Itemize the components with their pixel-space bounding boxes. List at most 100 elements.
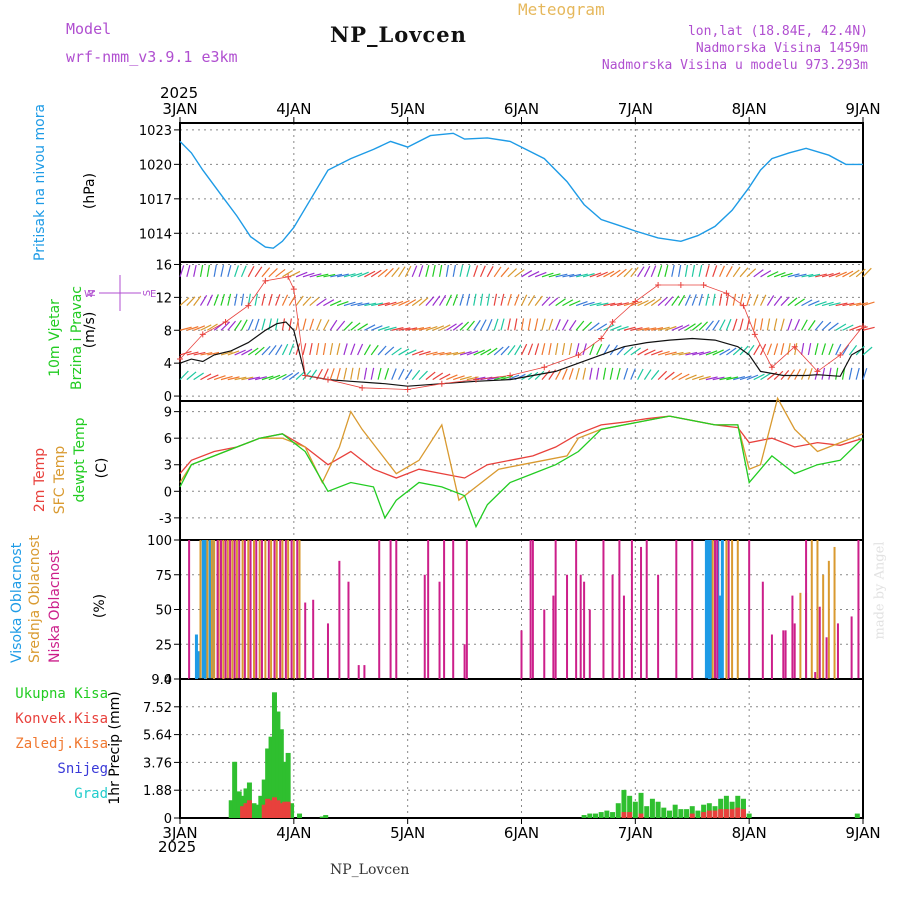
wind-arrow: [548, 297, 559, 307]
cloud-bar: [816, 540, 819, 679]
wind-arrow: [746, 318, 750, 331]
wind-arrow: [186, 265, 191, 277]
wind-arrow: [425, 265, 430, 277]
wind-arrow: [746, 268, 757, 278]
precip-bar: [621, 812, 627, 818]
wind-arrow: [432, 295, 441, 306]
wind-arrow: [651, 350, 663, 356]
precip-bar: [610, 812, 616, 818]
cloud-bar: [226, 540, 229, 679]
wind-arrow: [322, 319, 330, 331]
cloud-bar: [255, 540, 258, 679]
precip-bar: [271, 692, 277, 818]
wind-arrow: [719, 376, 732, 381]
wind-arrow: [726, 376, 739, 381]
wind-arrow: [664, 351, 677, 356]
cloud-bar: [284, 540, 287, 679]
precip-legend-snow: Snijeg: [57, 761, 108, 777]
wind-arrow: [814, 301, 827, 307]
wind-arrow: [199, 294, 208, 306]
precip-bar: [621, 789, 627, 818]
wind-arrow: [329, 343, 334, 356]
cloud-bar: [711, 540, 714, 679]
y-tick-label: 7.52: [143, 701, 172, 716]
wind-arrow: [807, 320, 816, 331]
wind-arrow: [363, 344, 371, 356]
wind-arrow: [356, 367, 361, 380]
wind-arrow: [377, 367, 382, 380]
wind-arrow: [288, 371, 300, 381]
wind-arrow: [500, 267, 510, 278]
wind-arrow: [637, 266, 645, 278]
cloud-bar: [233, 540, 236, 679]
wind-arrow: [719, 319, 726, 331]
wind-arrow: [514, 294, 520, 306]
cloud-bar: [238, 540, 241, 679]
cloud-bar: [208, 540, 212, 679]
cloud-bar: [197, 651, 201, 679]
wind-arrow: [575, 367, 580, 380]
wind-arrow: [569, 273, 582, 278]
cloud-bar: [529, 540, 532, 679]
wind-arrow: [295, 370, 306, 381]
cloud-bar: [281, 540, 284, 679]
wind-arrow: [309, 318, 315, 331]
cloud-bar: [602, 540, 605, 679]
wind-arrow: [240, 293, 245, 306]
wind-arrow: [473, 319, 481, 331]
precip-bar: [297, 813, 303, 818]
wind-arrow: [377, 345, 387, 356]
wind-arrow: [391, 300, 404, 307]
wind-arrow: [247, 318, 254, 331]
wind-arrow: [459, 351, 472, 356]
cloud-bar: [222, 540, 225, 679]
wind-arrow: [603, 302, 616, 307]
wind-arrow: [718, 293, 723, 306]
wind-arrow: [780, 343, 785, 356]
wind-arrow: [371, 325, 383, 331]
x-tick-label-bottom: 3JAN: [162, 824, 197, 842]
wind-arrow: [842, 302, 855, 307]
wind-arrow: [179, 265, 185, 277]
precip-bar: [740, 798, 746, 818]
temp-dewpt-line: [179, 415, 864, 529]
precip-legend-total: Ukupna Kisa: [15, 686, 108, 702]
altitude-label: Nadmorska Visina 1459m: [695, 41, 868, 56]
wind-arrow: [678, 373, 690, 381]
cloud-bar: [814, 672, 817, 679]
precip-bar: [735, 807, 741, 818]
cloud-bar: [452, 540, 455, 679]
wind-arrow: [630, 300, 643, 307]
y-tick-label: 0: [164, 673, 172, 688]
wind-arrow: [411, 298, 423, 307]
wind-arrow: [534, 318, 539, 331]
wind-arrow: [855, 367, 860, 380]
precip-bar: [581, 815, 587, 818]
wind-arrow: [398, 300, 410, 307]
precip-bar: [649, 798, 655, 818]
wind-arrow: [534, 343, 540, 356]
wind-arrow: [186, 326, 199, 331]
wind-arrow: [377, 302, 390, 307]
cloud-bar: [298, 540, 301, 679]
cloud-bar: [736, 540, 739, 679]
precip-bar: [723, 795, 729, 818]
wind-arrow: [329, 319, 338, 331]
wind-compass: N S W E: [84, 275, 156, 311]
wind-arrow: [582, 301, 595, 307]
cloud-bar: [292, 540, 295, 679]
precip-bar: [251, 803, 257, 818]
precip-bar: [672, 804, 678, 818]
wind-arrow: [234, 319, 242, 331]
precip-bar: [718, 809, 724, 818]
cloud-bar: [727, 540, 730, 679]
cloud-bar: [784, 630, 787, 679]
wind-arrow: [281, 294, 289, 306]
wind-arrow: [555, 298, 566, 307]
cloud-bar: [704, 540, 708, 679]
wind-arrow: [405, 349, 417, 356]
wind-arrow: [459, 375, 472, 381]
wind-arrow: [678, 294, 686, 306]
precip-bar: [240, 806, 246, 818]
wind-arrow: [616, 326, 629, 331]
